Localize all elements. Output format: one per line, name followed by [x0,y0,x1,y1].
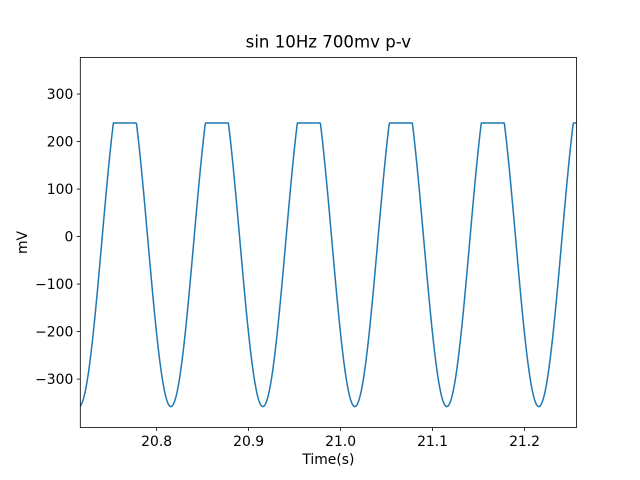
chart-title: sin 10Hz 700mv p-v [246,33,412,52]
tick-label: 300 [47,87,74,103]
y-axis-label: mV [15,230,31,254]
tick-label: 200 [47,134,74,150]
tick-label: 100 [47,182,74,198]
y-axis-ticks: −300 −200 −100 0 100 200 300 [35,87,81,388]
tick-label: 0 [64,229,73,245]
tick-label: 20.9 [233,434,264,450]
x-axis-label: Time(s) [301,452,354,468]
tick-label: 21.2 [509,434,540,450]
waveform-line [80,122,577,408]
tick-label: 20.8 [141,434,172,450]
tick-label: −200 [35,324,73,340]
tick-label: −300 [35,372,73,388]
tick-label: 21.0 [325,434,356,450]
tick-label: −100 [35,277,73,293]
x-axis-ticks: 20.8 20.9 21.0 21.1 21.2 [141,427,540,450]
axes-spines [79,57,577,428]
axes-background [80,57,577,428]
tick-label: 21.1 [417,434,448,450]
